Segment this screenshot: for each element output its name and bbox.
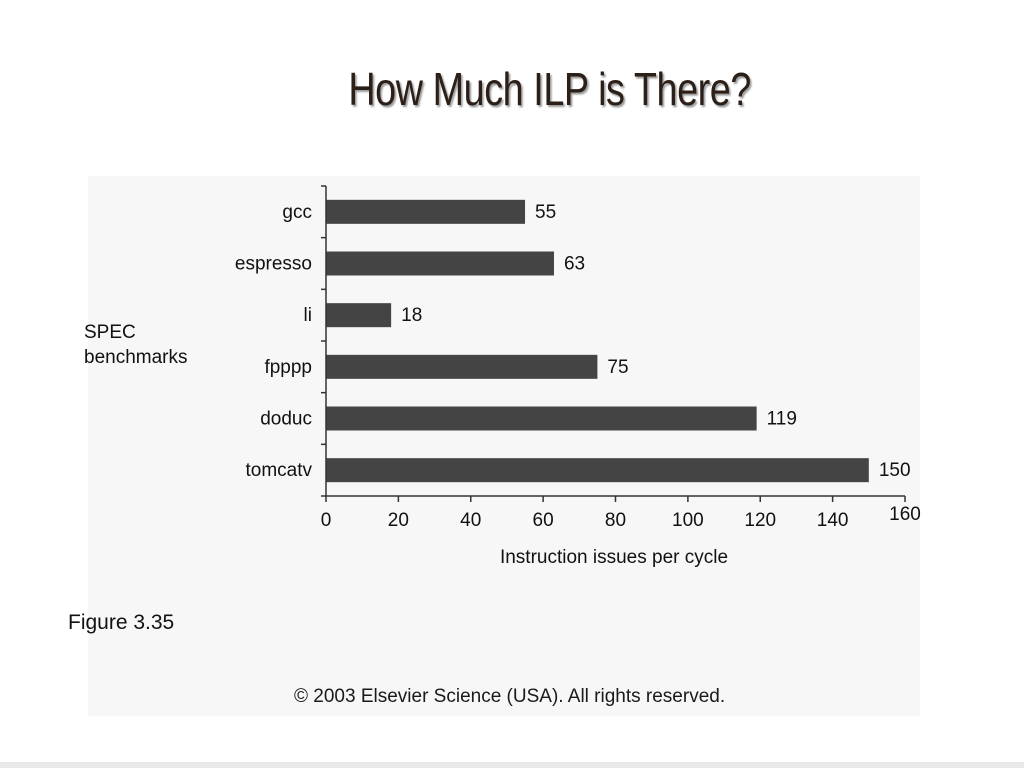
bar-doduc [326,406,757,431]
category-label-espresso: espresso [235,254,312,275]
copyright-notice: © 2003 Elsevier Science (USA). All right… [294,686,726,707]
x-axis-title: Instruction issues per cycle [500,547,728,568]
bar-gcc [326,199,526,224]
category-label-doduc: doduc [260,409,312,430]
x-tick-label: 40 [460,510,481,531]
figure-caption: Figure 3.35 [68,611,175,634]
x-tick-label: 120 [744,510,776,531]
data-label-espresso: 63 [564,254,585,275]
x-tick-label: 140 [817,510,849,531]
data-label-li: 18 [401,305,422,326]
x-tick-label: 100 [672,510,704,531]
y-axis-title-line-1: SPEC [84,322,136,343]
bar-li [326,303,392,328]
x-tick-label: 80 [605,510,626,531]
x-tick-label: 0 [321,510,332,531]
category-label-tomcatv: tomcatv [245,460,312,481]
data-label-fpppp: 75 [607,357,628,378]
category-label-li: li [304,305,312,326]
bars-layer: 55 gcc 63 espresso 18 li 75 fpppp 119 doduc 150 tom… [235,199,911,483]
data-label-gcc: 55 [535,202,556,223]
slide-title: How Much ILP is There? [348,63,751,115]
ticks-layer: 0 20 40 60 80 100 120 140 160 [321,185,921,531]
category-label-fpppp: fpppp [264,357,312,378]
x-tick-label: 160 [889,504,921,525]
bar-fpppp [326,354,598,379]
category-label-gcc: gcc [282,202,312,223]
data-label-tomcatv: 150 [879,460,911,481]
data-label-doduc: 119 [767,409,797,430]
x-tick-label: 20 [388,510,409,531]
y-axis-title-line-2: benchmarks [84,347,188,368]
x-tick-label: 60 [533,510,554,531]
bar-tomcatv [326,458,869,483]
bottom-rule [0,762,1024,768]
bar-espresso [326,251,554,276]
